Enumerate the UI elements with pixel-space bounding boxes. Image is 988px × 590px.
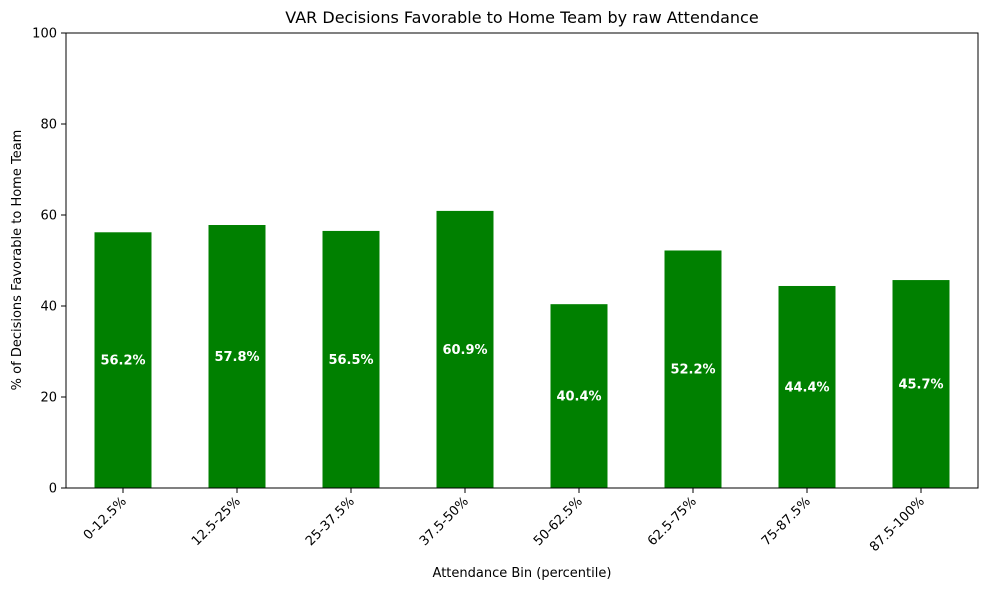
y-tick-label: 20	[40, 391, 57, 406]
x-tick-label: 37.5-50%	[417, 494, 472, 549]
x-axis: 0-12.5% 12.5-25% 25-37.5% 37.5-50% 50-62.5% 6…	[81, 488, 928, 555]
y-tick-label: 80	[40, 118, 57, 133]
y-tick-label: 100	[32, 27, 57, 42]
bar-value-label: 60.9%	[442, 343, 487, 358]
x-axis-title: Attendance Bin (percentile)	[433, 566, 612, 581]
bar	[664, 250, 722, 488]
y-tick-label: 40	[40, 300, 57, 315]
bar	[550, 304, 608, 488]
chart-title: VAR Decisions Favorable to Home Team by …	[285, 8, 758, 27]
x-tick-label: 12.5-25%	[189, 494, 244, 549]
bar	[778, 285, 836, 488]
bar-value-label: 57.8%	[214, 350, 259, 365]
bar	[94, 232, 152, 488]
x-tick-label: 50-62.5%	[531, 494, 586, 549]
x-tick-label: 87.5-100%	[867, 494, 928, 555]
bar-value-label: 40.4%	[556, 390, 601, 405]
bar	[436, 210, 494, 488]
bar	[892, 280, 950, 488]
bar	[208, 225, 266, 488]
plot-frame	[65, 32, 979, 489]
y-tick-label: 60	[40, 209, 57, 224]
bar-value-label: 56.5%	[328, 353, 373, 368]
bar-value-label: 52.2%	[670, 363, 715, 378]
bar-value-labels: 56.2% 57.8% 56.5% 60.9% 40.4% 52.2% 44.4% 45.7%	[100, 343, 943, 405]
bar	[322, 230, 380, 489]
y-axis-title: % of Decisions Favorable to Home Team	[10, 130, 25, 391]
bar-series	[94, 210, 950, 489]
x-tick-label: 75-87.5%	[759, 494, 814, 549]
y-tick-label: 0	[49, 482, 57, 497]
x-tick-label: 25-37.5%	[303, 494, 358, 549]
bar-value-label: 44.4%	[784, 380, 829, 395]
x-tick-label: 0-12.5%	[81, 494, 130, 543]
bar-value-label: 45.7%	[898, 378, 943, 393]
y-axis: 0 20 40 60 80 100	[32, 27, 66, 497]
x-tick-label: 62.5-75%	[645, 494, 700, 549]
bar-value-label: 56.2%	[100, 354, 145, 369]
